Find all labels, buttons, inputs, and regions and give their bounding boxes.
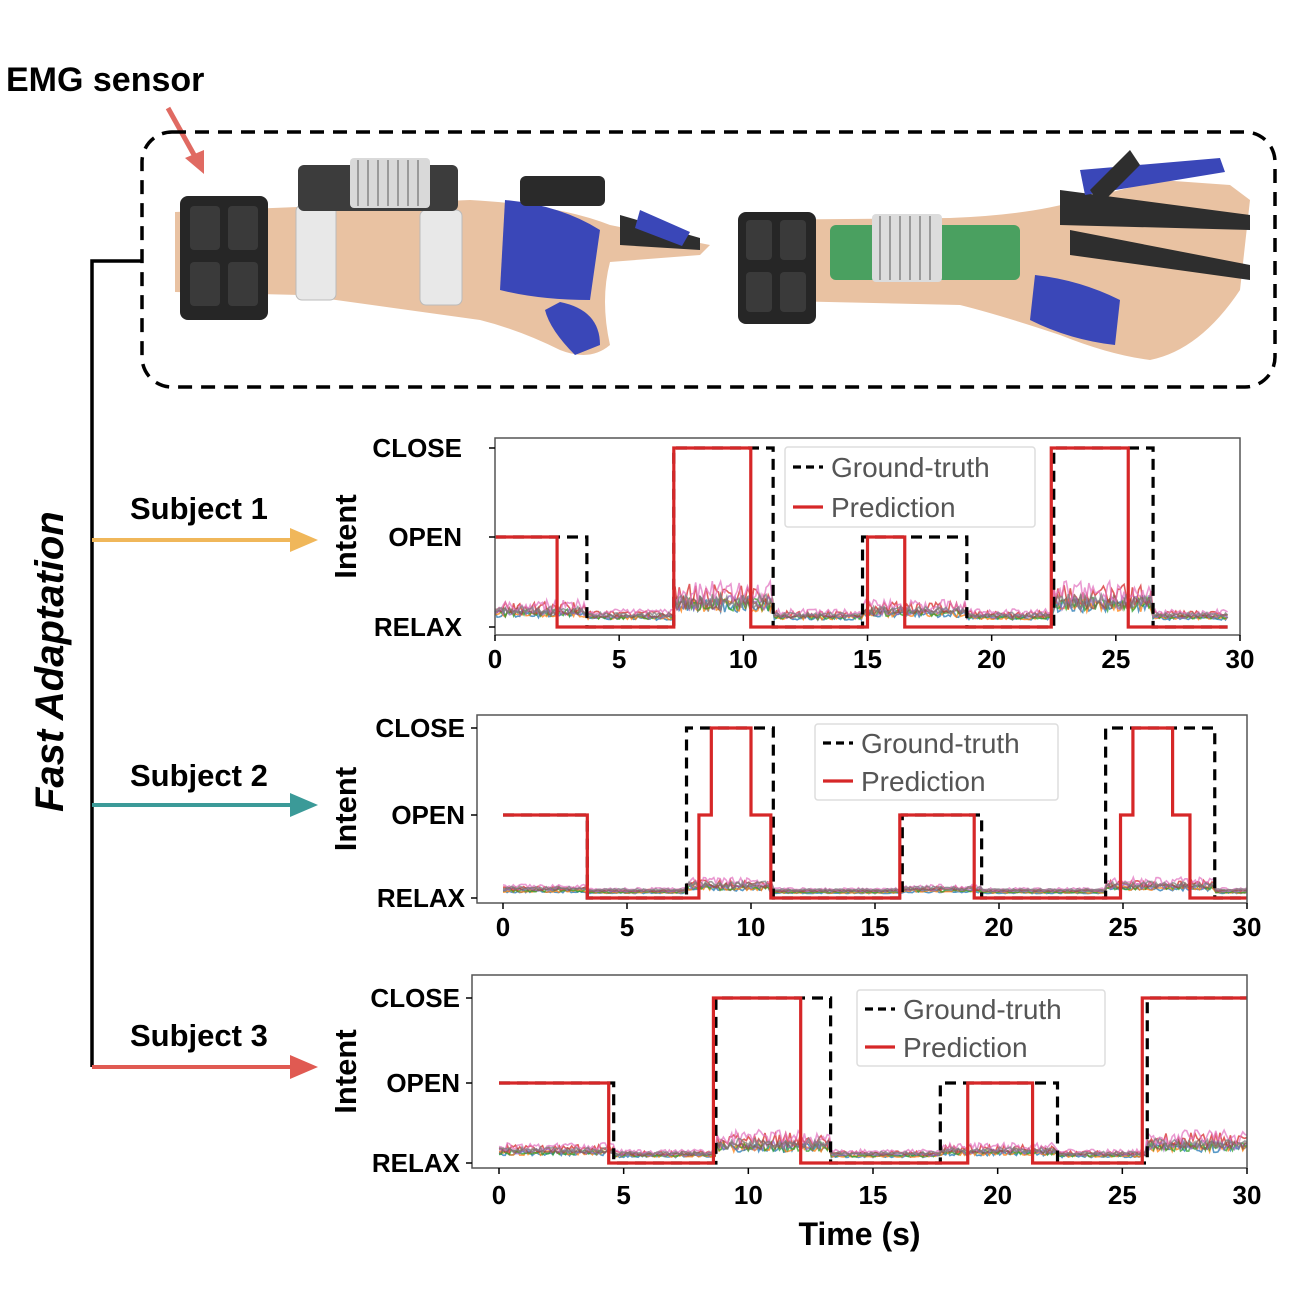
emg-sensor-arrow bbox=[165, 106, 204, 174]
y-tick-label: RELAX bbox=[377, 883, 466, 913]
y-tick-label: RELAX bbox=[372, 1148, 461, 1178]
x-tick-label: 10 bbox=[729, 644, 758, 674]
legend-box bbox=[856, 989, 1106, 1067]
emg-channel-trace bbox=[498, 1135, 1248, 1156]
subject-arrow-head bbox=[290, 793, 318, 817]
legend: Ground-truth Prediction bbox=[856, 989, 1106, 1067]
x-tick-label: 20 bbox=[985, 912, 1014, 942]
x-tick-label: 5 bbox=[620, 912, 634, 942]
legend: Ground-truth Prediction bbox=[784, 446, 1036, 528]
x-tick-label: 25 bbox=[1109, 912, 1138, 942]
adaptation-bracket bbox=[90, 259, 142, 1067]
x-tick-label: 5 bbox=[616, 1180, 630, 1210]
charts: 0 5 10 15 20 25 30RELAXOPENCLOSEIntentGround-t… bbox=[328, 433, 1261, 1252]
emg-traces bbox=[502, 874, 1248, 895]
legend-ground-truth-label: Ground-truth bbox=[831, 452, 990, 483]
x-tick-label: 30 bbox=[1226, 644, 1255, 674]
legend-prediction-label: Prediction bbox=[831, 492, 956, 523]
x-tick-label: 15 bbox=[861, 912, 890, 942]
subject-arrow-2: Subject 2 bbox=[92, 758, 318, 817]
x-tick-label: 0 bbox=[496, 912, 510, 942]
x-tick-label: 10 bbox=[734, 1180, 763, 1210]
chart-subject-1: 0 5 10 15 20 25 30 RELAX OPEN CLOSE Intent Ground-t… bbox=[328, 433, 1254, 674]
y-axis-label: Intent bbox=[328, 767, 363, 851]
x-tick-label: 30 bbox=[1233, 912, 1262, 942]
x-tick-label: 30 bbox=[1233, 1180, 1262, 1210]
subject-label-1: Subject 1 bbox=[130, 491, 268, 526]
subject-label-2: Subject 2 bbox=[130, 758, 268, 793]
plot-frame bbox=[476, 714, 1248, 904]
y-tick-label: CLOSE bbox=[372, 433, 462, 463]
y-axis-label: Intent bbox=[328, 494, 363, 578]
emg-sensor-label: EMG sensor bbox=[6, 61, 204, 99]
subject-arrows: Subject 1 Subject 2 Subject 3 bbox=[92, 491, 318, 1079]
legend-ground-truth-label: Ground-truth bbox=[903, 994, 1062, 1025]
x-tick-label: 20 bbox=[977, 644, 1006, 674]
hand-exoskeleton-photo-open bbox=[738, 150, 1250, 360]
x-tick-label: 15 bbox=[859, 1180, 888, 1210]
x-tick-label: 0 bbox=[488, 644, 502, 674]
hand-exoskeleton-photo-closed bbox=[175, 158, 710, 355]
chart-subject-2: 0 5 10 15 20 25 30 RELAX OPEN CLOSE Intent Ground-t… bbox=[328, 713, 1261, 942]
legend-box bbox=[784, 446, 1036, 528]
prediction-line bbox=[503, 726, 1247, 900]
subject-arrow-head bbox=[290, 528, 318, 552]
legend-ground-truth-label: Ground-truth bbox=[861, 728, 1020, 759]
subject-arrow-3: Subject 3 bbox=[92, 1018, 318, 1079]
subject-arrow-1: Subject 1 bbox=[92, 491, 318, 552]
y-tick-label: OPEN bbox=[388, 522, 462, 552]
prediction-line bbox=[499, 996, 1247, 1165]
x-tick-label: 0 bbox=[492, 1180, 506, 1210]
subject-arrow-head bbox=[290, 1055, 318, 1079]
y-axis-label: Intent bbox=[328, 1029, 363, 1113]
y-tick-label: OPEN bbox=[391, 800, 465, 830]
prediction-line bbox=[495, 446, 1228, 629]
subject-label-3: Subject 3 bbox=[130, 1018, 268, 1053]
x-tick-label: 20 bbox=[983, 1180, 1012, 1210]
x-axis-label: Time (s) bbox=[798, 1216, 920, 1252]
fast-adaptation-label: Fast Adaptation bbox=[28, 511, 72, 812]
legend-prediction-label: Prediction bbox=[861, 766, 986, 797]
y-tick-label: CLOSE bbox=[375, 713, 465, 743]
legend-box bbox=[814, 723, 1059, 801]
plot-frame bbox=[471, 974, 1248, 1169]
emg-channel-trace bbox=[502, 879, 1248, 892]
x-tick-label: 25 bbox=[1101, 644, 1130, 674]
legend-prediction-label: Prediction bbox=[903, 1032, 1028, 1063]
x-tick-label: 15 bbox=[853, 644, 882, 674]
y-tick-label: OPEN bbox=[386, 1068, 460, 1098]
x-tick-label: 10 bbox=[737, 912, 766, 942]
y-tick-label: CLOSE bbox=[370, 983, 460, 1013]
x-tick-label: 5 bbox=[612, 644, 626, 674]
x-tick-label: 25 bbox=[1108, 1180, 1137, 1210]
legend: Ground-truth Prediction bbox=[814, 723, 1059, 801]
y-tick-label: RELAX bbox=[374, 612, 463, 642]
emg-traces bbox=[498, 1127, 1248, 1159]
